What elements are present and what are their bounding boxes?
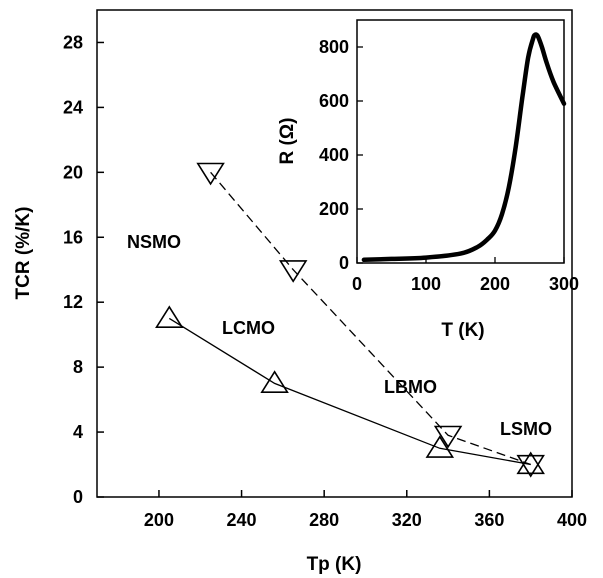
main-y-tick-label: 28: [63, 32, 83, 52]
annotation-nsmo: NSMO: [127, 232, 181, 252]
annotation-lsmo: LSMO: [500, 419, 552, 439]
inset-y-tick-label: 800: [319, 37, 349, 57]
main-x-ticks: 200 240 280 320 360 400: [144, 490, 587, 530]
series-1-point-1: [278, 260, 308, 283]
annotation-lcmo: LCMO: [222, 318, 275, 338]
inset-x-axis-title: T (K): [441, 320, 484, 341]
inset-y-ticks: 0 200 400 600 800: [319, 37, 363, 273]
inset-y-tick-label: 600: [319, 91, 349, 111]
series-0-point-3: [516, 451, 545, 475]
series-1-point-0: [196, 162, 225, 186]
main-y-ticks: 0 4 8 12 16 20 24 28: [63, 32, 104, 507]
main-y-tick-label: 8: [73, 357, 83, 377]
inset-series-0-line: [361, 32, 567, 263]
main-series: [155, 162, 545, 478]
inset-x-tick-label: 100: [411, 274, 441, 294]
main-x-tick-label: 280: [309, 510, 339, 530]
main-y-tick-label: 4: [73, 422, 83, 442]
main-x-tick-label: 400: [557, 510, 587, 530]
main-x-tick-label: 320: [392, 510, 422, 530]
main-y-tick-label: 24: [63, 97, 83, 117]
inset-y-tick-label: 0: [339, 253, 349, 273]
inset-plot-frame: [356, 19, 565, 264]
main-y-tick-label: 12: [63, 292, 83, 312]
main-x-tick-label: 240: [227, 510, 257, 530]
annotation-lbmo: LBMO: [384, 377, 437, 397]
inset-x-ticks: 0 100 200 300: [352, 257, 579, 294]
main-x-tick-label: 360: [474, 510, 504, 530]
main-x-tick-label: 200: [144, 510, 174, 530]
main-y-axis-title: TCR (%/K): [13, 207, 34, 300]
main-x-axis-title: Tp (K): [307, 554, 362, 575]
main-y-tick-label: 16: [63, 227, 83, 247]
series-1-line: [210, 171, 531, 466]
main-plot-frame: [96, 9, 573, 498]
inset-x-tick-label: 300: [549, 274, 579, 294]
series-1-point-3: [516, 454, 545, 478]
inset-x-tick-label: 0: [352, 274, 362, 294]
series-0-line: [168, 317, 531, 466]
inset-y-axis-title: R (Ω): [277, 118, 298, 165]
inset-x-tick-label: 200: [480, 274, 510, 294]
series-0-point-1: [260, 370, 289, 394]
inset-y-tick-label: 400: [319, 145, 349, 165]
inset-series: [361, 32, 567, 263]
series-0-point-2: [425, 435, 455, 458]
inset-y-tick-label: 200: [319, 199, 349, 219]
series-0-point-0: [155, 305, 184, 329]
inset-chart: 0 100 200 300 0 200 400 600 800 T (K) R (Ω): [277, 19, 579, 341]
main-y-tick-label: 20: [63, 162, 83, 182]
series-1-point-2: [433, 425, 463, 449]
main-y-tick-label: 0: [73, 487, 83, 507]
